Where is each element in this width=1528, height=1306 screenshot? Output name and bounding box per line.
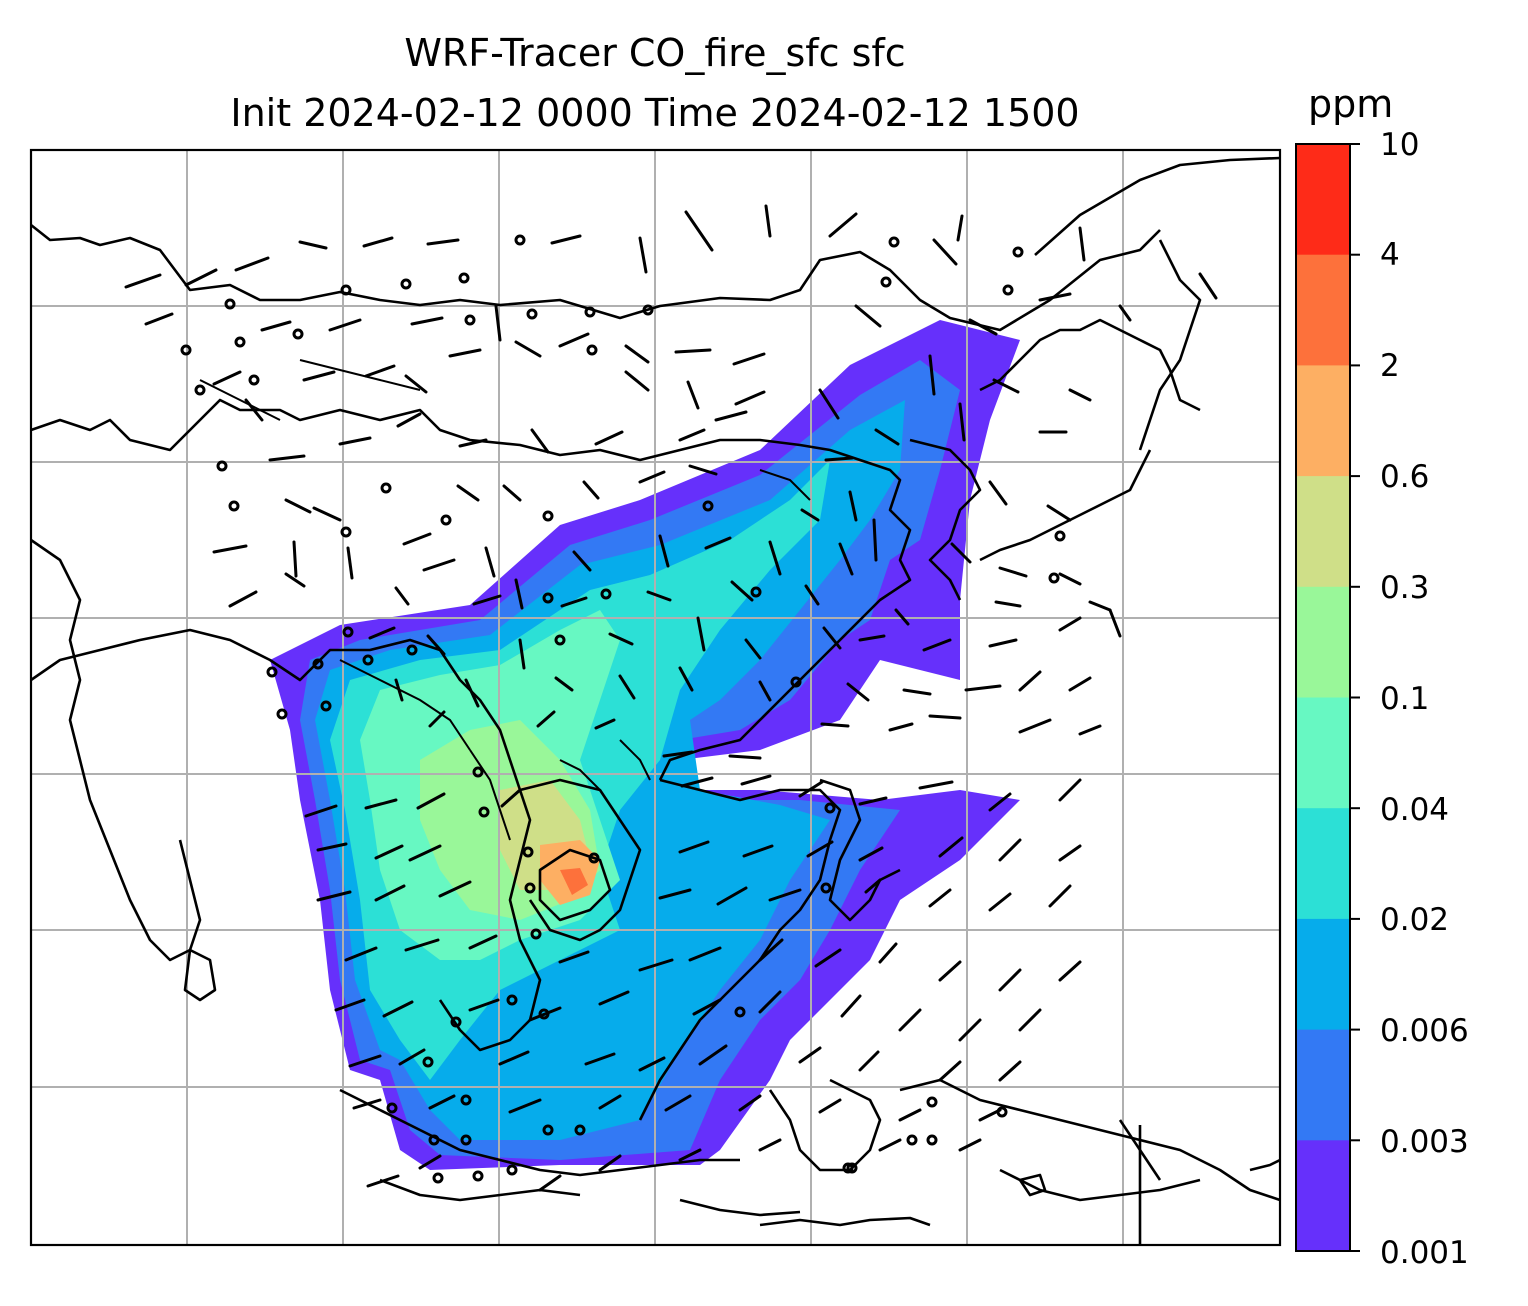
colorbar-segment: [1296, 1029, 1350, 1141]
colorbar-segment: [1296, 1140, 1350, 1252]
coastlines: [31, 156, 1280, 1245]
colorbar-tick-label: 0.1: [1380, 681, 1430, 717]
colorbar-tick-label: 2: [1380, 348, 1400, 384]
colorbar-segment: [1296, 918, 1350, 1031]
colorbar-segment: [1296, 586, 1350, 698]
colorbar-tick-label: 0.6: [1380, 459, 1430, 495]
colorbar-tick-label: 0.04: [1380, 792, 1450, 828]
tracer-level-2: [560, 868, 588, 895]
map-frame: [29, 148, 1282, 1247]
colorbar-tick-label: 4: [1380, 237, 1400, 273]
colorbar-segment: [1296, 808, 1350, 920]
colorbar-frame: [1295, 143, 1351, 1252]
colorbar-unit-label: ppm: [1308, 82, 1394, 126]
colorbar-segment: [1296, 144, 1350, 256]
colorbar-segment: [1296, 697, 1350, 809]
colorbar-segment: [1296, 365, 1350, 477]
calm-wind-markers: [180, 234, 1066, 1184]
colorbar-tick-label: 10: [1380, 127, 1420, 163]
tracer-concentration-fill: [270, 320, 1020, 1170]
colorbar-tick-label: 0.3: [1380, 570, 1430, 606]
map-plot-area: [31, 150, 1280, 1245]
map-gridlines: [31, 150, 1280, 1245]
map-title-line2: Init 2024-02-12 0000 Time 2024-02-12 150…: [230, 91, 1080, 135]
colorbar-tick-label: 0.003: [1380, 1124, 1469, 1160]
colorbar-segment: [1296, 254, 1350, 366]
wind-barbs: [124, 204, 1218, 1192]
colorbar-segment: [1296, 476, 1350, 588]
colorbar: [1295, 143, 1360, 1252]
colorbar-tick-label: 0.001: [1380, 1235, 1469, 1271]
country-borders: [199, 359, 811, 841]
map-title-line1: WRF-Tracer CO_fire_sfc sfc: [404, 31, 906, 75]
colorbar-tick-label: 0.02: [1380, 902, 1450, 938]
colorbar-tick-label: 0.006: [1380, 1013, 1469, 1049]
